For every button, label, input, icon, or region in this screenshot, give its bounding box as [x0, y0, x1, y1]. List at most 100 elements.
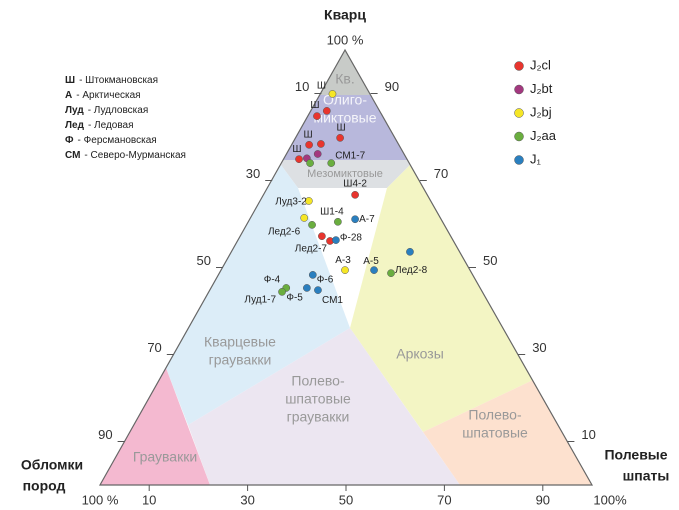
data-point	[314, 286, 322, 294]
point-label: Ш	[337, 123, 346, 134]
region-label: Кв.	[335, 71, 354, 87]
right-title: Полевые	[604, 447, 667, 463]
region-label: Кварцевые	[204, 334, 276, 350]
left-tick-label: 70	[147, 340, 161, 355]
region-label: Полево-	[291, 373, 345, 389]
legend-label: J₂bt	[530, 81, 553, 96]
abbr-text: - Арктическая	[76, 90, 140, 101]
abbr-text: - Штокмановская	[79, 75, 158, 86]
abbr-entry: Лед - Ледовая	[65, 120, 134, 131]
abbr-text: - Ледовая	[88, 120, 134, 131]
data-point	[278, 288, 286, 296]
point-label: А-7	[359, 214, 375, 225]
left-tick-label: 50	[197, 253, 211, 268]
left-title: пород	[23, 478, 66, 494]
region-quartz-graywacke	[166, 165, 350, 425]
point-label: Луд3-2	[275, 197, 307, 208]
point-label: СМ1-7	[335, 151, 365, 162]
point-label: Лед2-8	[395, 265, 428, 276]
data-point	[318, 232, 326, 241]
data-point	[332, 236, 340, 244]
abbr-text: - Ферсмановская	[78, 135, 157, 146]
abbr-entry: Луд - Лудловская	[65, 105, 148, 116]
data-point	[313, 150, 322, 158]
region-label: граувакки	[287, 409, 350, 425]
region-kv	[320, 50, 370, 95]
data-point	[336, 134, 344, 142]
data-point	[306, 159, 314, 167]
point-label: Ш4-2	[343, 178, 367, 189]
legend-marker	[514, 61, 524, 71]
region-oligo	[283, 95, 407, 160]
region-label: Аркозы	[396, 346, 444, 362]
abbr-text: - Лудловская	[88, 105, 149, 116]
legend-marker	[514, 155, 524, 165]
point-label: Ф-6	[317, 275, 334, 286]
left-tick-label: 10	[295, 79, 309, 94]
right-tick-label: 50	[483, 253, 497, 268]
data-point	[351, 191, 359, 199]
abbr-key: Ш	[65, 75, 75, 86]
region-graywacke	[100, 368, 210, 485]
legend-label: J₂bj	[530, 104, 552, 119]
abbr-key: Лед	[65, 120, 85, 131]
abbr-key: СМ	[65, 150, 80, 161]
regions	[98, 48, 594, 486]
region-label: Мезомиктовые	[307, 168, 383, 180]
right-tick-label: 30	[532, 340, 546, 355]
region-feldspar-graywacke	[188, 328, 460, 485]
data-point	[308, 221, 316, 229]
point-label: Луд1-7	[244, 295, 276, 306]
legend-label: J₂aa	[530, 128, 557, 143]
left-title: Обломки	[21, 457, 83, 473]
right-tick-label: 90	[385, 79, 399, 94]
left-tick-label: 30	[246, 166, 260, 181]
region-label: шпатовые	[285, 391, 351, 407]
right-title: шпаты	[623, 468, 670, 484]
right-tick-label: 10	[581, 427, 595, 442]
point-label: Ш	[292, 144, 301, 155]
region-label: Граувакки	[133, 449, 197, 465]
point-label: Лед2-6	[268, 227, 301, 238]
data-point	[295, 155, 303, 164]
point-label: Лед2-7	[295, 244, 328, 255]
data-point	[334, 217, 342, 226]
legend-label: J₁	[530, 151, 542, 166]
data-point	[387, 269, 395, 278]
point-label: А-3	[335, 255, 351, 266]
data-point	[308, 271, 317, 279]
data-point	[322, 107, 331, 115]
region-label: Полево-	[468, 407, 522, 423]
abbr-entry: СМ - Северо-Мурманская	[65, 150, 186, 161]
point-label: Ш	[310, 100, 319, 111]
data-point	[317, 140, 325, 148]
abbr-entry: Ш - Штокмановская	[65, 75, 158, 86]
abbr-key: Луд	[65, 105, 84, 116]
data-point	[300, 214, 309, 222]
point-label: А-5	[363, 256, 379, 267]
right-tick-label: 70	[434, 166, 448, 181]
data-point	[313, 112, 321, 120]
legend-label: J₂cl	[530, 57, 551, 72]
title: Кварц	[324, 7, 366, 23]
bottom-tick-label: 70	[437, 492, 451, 507]
region-feldspar	[423, 380, 592, 485]
abbr-key: Ф	[65, 135, 74, 146]
abbr-text: - Северо-Мурманская	[84, 150, 186, 161]
region-mezo	[281, 160, 410, 188]
data-point	[328, 90, 337, 98]
region-label: граувакки	[209, 352, 272, 368]
point-label: Ш	[304, 129, 313, 140]
point-label: Ф-4	[264, 275, 281, 286]
data-point	[406, 247, 414, 256]
corner-label: 100 %	[327, 32, 364, 47]
point-label: СМ1	[322, 295, 343, 306]
abbr-entry: Ф - Ферсмановская	[65, 135, 157, 146]
point-label: Ш	[317, 81, 326, 92]
abbr-entry: А - Арктическая	[65, 90, 141, 101]
bottom-tick-label: 50	[339, 492, 353, 507]
legend-marker	[514, 84, 524, 95]
point-label: Ф-5	[286, 293, 303, 304]
data-point	[305, 140, 313, 149]
